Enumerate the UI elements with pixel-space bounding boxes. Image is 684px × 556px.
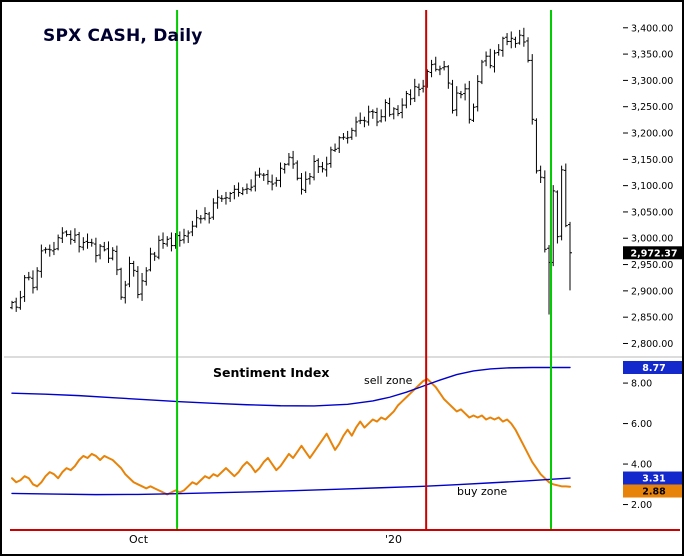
sentiment-panel-title: Sentiment Index <box>213 365 330 380</box>
x-axis-label-2020: '20 <box>385 533 403 546</box>
sentiment-value-tag <box>623 471 682 485</box>
sentiment-axis-tick-label: 8.00 <box>631 379 652 390</box>
price-axis-tick-label: 3,200.00 <box>631 129 673 140</box>
sentiment-line <box>11 378 571 496</box>
chart-title: SPX CASH, Daily <box>43 26 203 46</box>
lower-band-line <box>11 477 571 496</box>
price-axis-tick-label: 3,350.00 <box>631 50 673 61</box>
sentiment-axis-tick-label: 4.00 <box>631 460 652 471</box>
sell-zone-label: sell zone <box>364 374 413 387</box>
price-axis-tick-label: 3,100.00 <box>631 181 673 192</box>
sentiment-axis-tick-label: 6.00 <box>631 419 652 430</box>
price-axis-tick-label: 3,300.00 <box>631 76 673 87</box>
sentiment-value-tag <box>623 484 682 498</box>
price-axis: 3,400.00 3,350.00 3,300.00 3,250.00 3,200.00… <box>623 23 673 350</box>
price-axis-tick-label: 2,950.00 <box>631 260 673 271</box>
price-bars <box>10 27 572 315</box>
sentiment-axis-tick-label: 2.00 <box>631 500 652 511</box>
price-axis-tick-label: 3,150.00 <box>631 155 673 166</box>
sentiment-value-tag-text: 2.88 <box>642 487 666 498</box>
sentiment-value-tag <box>623 360 682 374</box>
x-axis-label-oct: Oct <box>129 533 149 546</box>
price-axis-tick-label: 2,900.00 <box>631 286 673 297</box>
sentiment-axis: 8.00 6.00 4.00 2.00 <box>623 379 652 511</box>
price-axis-tick-label: 3,000.00 <box>631 234 673 245</box>
last-price-tag-text: 2,972.37 <box>631 248 678 259</box>
upper-band-line <box>11 366 571 407</box>
sentiment-value-tag-text: 3.31 <box>642 474 665 485</box>
price-axis-tick-label: 3,400.00 <box>631 23 673 34</box>
sentiment-value-tag-text: 8.77 <box>642 363 665 374</box>
price-axis-tick-label: 3,050.00 <box>631 207 673 218</box>
buy-zone-label: buy zone <box>457 485 508 498</box>
price-axis-tick-label: 2,850.00 <box>631 313 673 324</box>
price-axis-tick-label: 3,250.00 <box>631 102 673 113</box>
last-price-tag <box>623 246 682 260</box>
price-axis-tick-label: 2,800.00 <box>631 339 673 350</box>
